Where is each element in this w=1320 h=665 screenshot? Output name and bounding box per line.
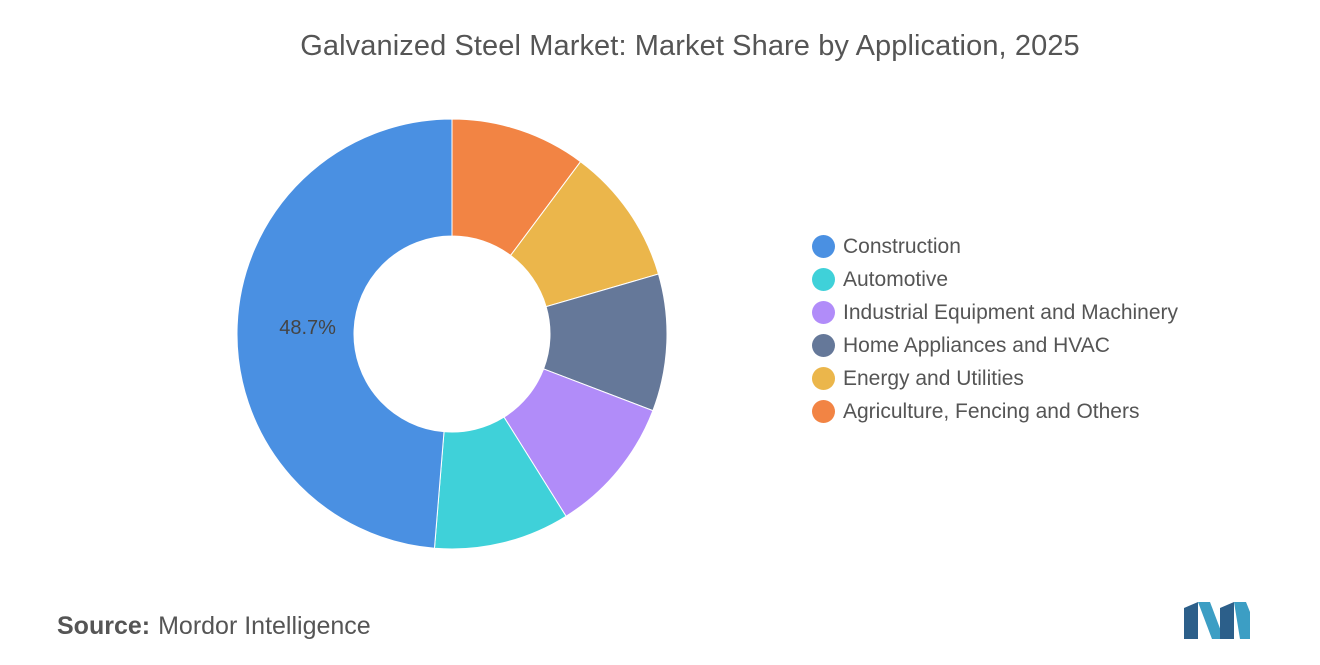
legend-item: Construction [812,230,1178,263]
source-name: Mordor Intelligence [158,612,371,640]
legend-label: Home Appliances and HVAC [843,333,1110,357]
legend-item: Energy and Utilities [812,362,1178,395]
legend-swatch [812,235,835,258]
legend-swatch [812,268,835,291]
legend-swatch [812,400,835,423]
legend-label: Industrial Equipment and Machinery [843,300,1179,324]
legend-swatch [812,301,835,324]
source-prefix: Source: [57,612,151,640]
legend-swatch [812,367,835,390]
legend-label: Construction [843,234,961,258]
chart-legend: Construction Automotive Industrial Equipme… [812,230,1178,428]
pie-slice-construction [236,118,453,549]
legend-label: Agriculture, Fencing and Others [843,399,1140,423]
slice-data-label: 48.7% [279,317,336,339]
legend-item: Agriculture, Fencing and Others [812,395,1178,428]
legend-swatch [812,334,835,357]
source-credit: Source: Mordor Intelligence [57,612,371,641]
legend-item: Automotive [812,263,1178,296]
legend-item: Industrial Equipment and Machinery [812,296,1178,329]
legend-label: Energy and Utilities [843,366,1024,390]
mordor-intelligence-logo-icon [1184,602,1250,639]
chart-title: Galvanized Steel Market: Market Share by… [300,30,1080,62]
legend-label: Automotive [843,267,949,291]
legend-item: Home Appliances and HVAC [812,329,1178,362]
